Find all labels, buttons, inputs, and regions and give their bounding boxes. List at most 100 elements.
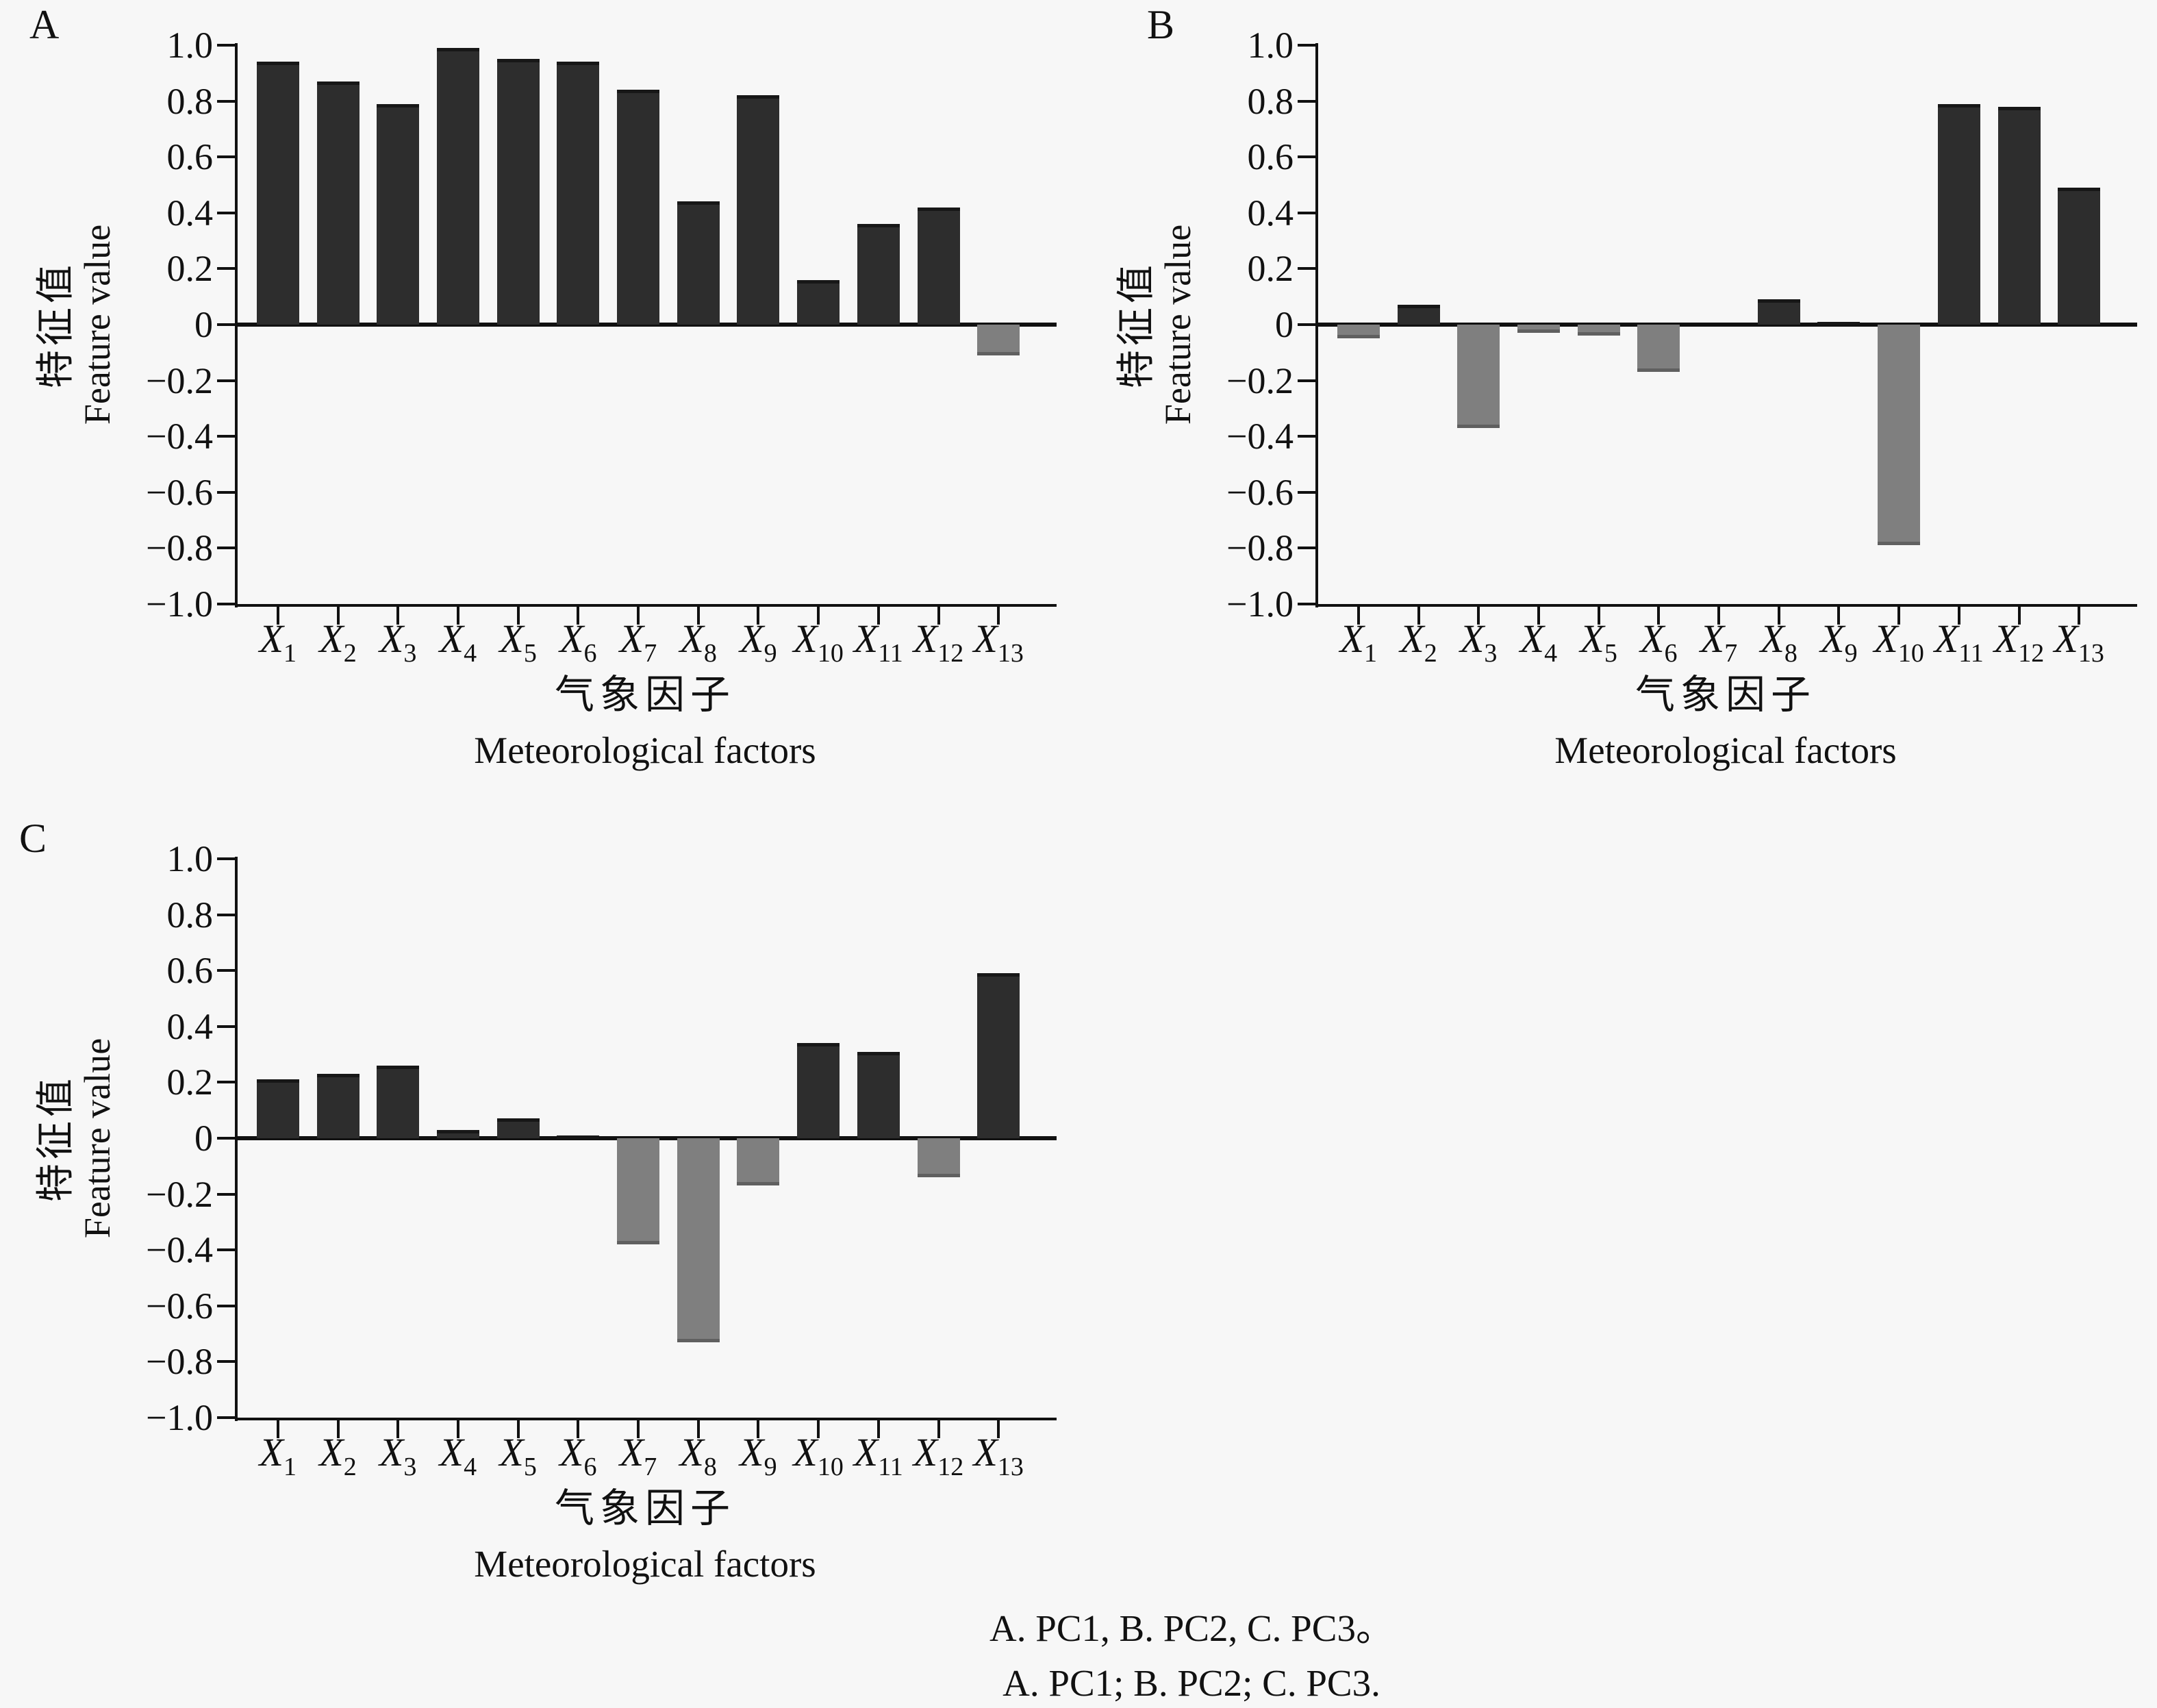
panel-pc1: A 特征值 Feature value 1.0 0.8 0.6 0.4 0.2 0 −0.2…	[0, 0, 1078, 808]
y-axis-title-en: Feature value	[77, 224, 118, 425]
y-tick	[1298, 547, 1315, 550]
x-category-base: X	[1820, 616, 1845, 661]
x-axis-title-zh: 气象因子	[1635, 673, 1816, 717]
bar-X6	[557, 62, 600, 325]
plot-area-pc1: 1.0 0.8 0.6 0.4 0.2 0 −0.2 −0.4 −0.6 −0.8 −1.0 X1 X2…	[146, 25, 1057, 666]
x-category-base: X	[913, 1430, 938, 1474]
bar-X1	[256, 1079, 299, 1138]
x-category-subscript: 6	[583, 639, 597, 668]
panel-letter-c: C	[19, 816, 47, 861]
y-tick-label: 0.8	[1247, 80, 1294, 122]
x-tick-label: X8	[640, 616, 757, 666]
y-tick-label: −0.8	[146, 527, 213, 569]
x-tick	[1897, 607, 1901, 625]
bar-X6	[1637, 325, 1680, 373]
x-category-subscript: 11	[878, 1453, 903, 1481]
bar-X4	[1517, 325, 1560, 334]
x-category-subscript: 7	[644, 639, 657, 668]
zero-line	[1315, 323, 2137, 327]
y-tick-label: −0.8	[146, 1341, 213, 1383]
x-tick-label: X12	[881, 1430, 997, 1480]
y-tick	[1298, 99, 1315, 103]
y-tick-label: −1.0	[146, 583, 213, 625]
x-tick	[937, 1420, 940, 1438]
x-category-subscript: 4	[1544, 639, 1558, 668]
x-category-subscript: 12	[2018, 639, 2045, 668]
y-tick	[217, 1304, 235, 1307]
x-tick-label: X4	[400, 1430, 516, 1480]
y-tick	[217, 1248, 235, 1252]
x-tick	[1837, 607, 1841, 625]
bar-X13	[2058, 188, 2101, 325]
x-category-base: X	[853, 616, 879, 661]
x-tick-label: X9	[700, 1430, 816, 1480]
y-tick	[217, 1360, 235, 1364]
x-category-base: X	[679, 616, 704, 661]
y-tick	[217, 44, 235, 47]
y-tick-label: 1.0	[166, 838, 214, 879]
x-category-subscript: 2	[343, 1453, 357, 1481]
bar-X13	[977, 325, 1020, 355]
y-tick	[217, 1192, 235, 1196]
x-category-base: X	[1519, 616, 1545, 661]
y-tick-label: −0.4	[146, 1229, 213, 1271]
x-tick-label: X10	[760, 1430, 876, 1480]
x-tick-label: X8	[1721, 616, 1837, 666]
y-tick-label: 1.0	[166, 25, 214, 66]
y-axis-title-en: Feature value	[77, 1038, 118, 1239]
x-tick-label: X10	[1841, 616, 1957, 666]
x-tick-label: X3	[340, 1430, 456, 1480]
x-tick	[396, 1420, 400, 1438]
x-category-subscript: 3	[403, 1453, 417, 1481]
x-tick-label: X5	[1541, 616, 1657, 666]
bar-X10	[1878, 325, 1921, 546]
x-category-base: X	[499, 616, 524, 661]
y-tick-label: 0	[1275, 304, 1294, 345]
x-tick	[1357, 607, 1360, 625]
x-category-base: X	[319, 616, 344, 661]
x-category-subscript: 7	[644, 1453, 657, 1481]
y-tick-label: −0.4	[146, 416, 213, 457]
x-category-subscript: 13	[2078, 639, 2104, 668]
bar-X5	[1577, 325, 1620, 336]
x-tick	[1417, 607, 1420, 625]
x-category-base: X	[1400, 616, 1424, 661]
x-category-subscript: 4	[464, 639, 477, 668]
y-tick-label: −0.2	[1226, 360, 1294, 401]
bar-X6	[557, 1135, 600, 1139]
y-tick	[1298, 490, 1315, 494]
bar-X9	[737, 95, 780, 325]
bar-X8	[677, 1138, 720, 1342]
x-tick	[276, 607, 279, 625]
x-tick-label: X12	[881, 616, 997, 666]
x-category-base: X	[319, 1430, 344, 1474]
panel-letter-b: B	[1147, 2, 1175, 47]
x-category-subscript: 13	[997, 639, 1024, 668]
x-tick-label: X11	[1901, 616, 2017, 666]
bar-X5	[496, 1118, 540, 1138]
x-tick	[1957, 607, 1960, 625]
y-tick-label: −0.6	[1226, 471, 1294, 513]
x-tick-label: X13	[2021, 616, 2137, 666]
y-tick	[217, 1137, 235, 1140]
y-tick	[1298, 155, 1315, 159]
bar-X10	[797, 279, 840, 325]
y-tick	[217, 969, 235, 972]
x-tick	[1777, 607, 1780, 625]
x-tick-label: X3	[1420, 616, 1537, 666]
x-tick-label: X11	[820, 616, 937, 666]
x-category-subscript: 1	[283, 1453, 297, 1481]
y-tick-label: 0.8	[166, 80, 214, 122]
y-axis-title: 特征值 Feature value	[35, 224, 118, 425]
bar-X11	[1937, 103, 1980, 325]
y-tick	[1298, 267, 1315, 271]
x-axis-title-en: Meteorological factors	[474, 1543, 816, 1585]
x-category-subscript: 8	[703, 639, 717, 668]
y-tick	[217, 1416, 235, 1419]
x-category-subscript: 8	[1784, 639, 1798, 668]
y-tick	[217, 323, 235, 326]
x-category-subscript: 3	[403, 639, 417, 668]
panel-pc2: B 特征值 Feature value 1.0 0.8 0.6 0.4 0.2 0 −0.2…	[1081, 0, 2157, 808]
y-tick-label: 0	[194, 304, 213, 345]
